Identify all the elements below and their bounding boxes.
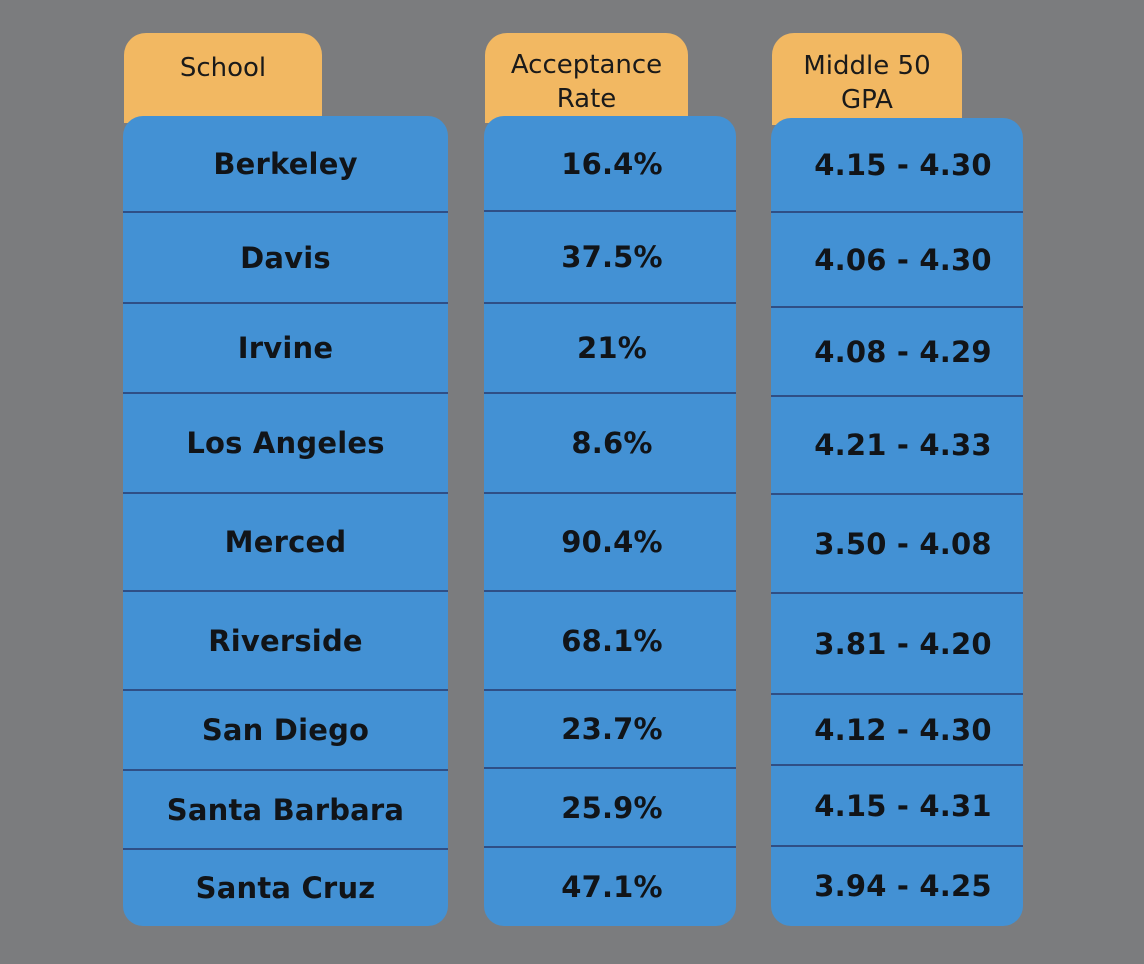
row-separator <box>484 210 736 212</box>
row-separator <box>771 845 1023 847</box>
table-cell-gpa: 4.12 - 4.30 <box>814 712 992 747</box>
row-separator <box>771 764 1023 766</box>
row-separator <box>484 767 736 769</box>
row-separator <box>771 306 1023 308</box>
row-separator <box>484 590 736 592</box>
row-separator <box>484 302 736 304</box>
header-school: School <box>124 33 322 123</box>
header-acceptance-line2: Rate <box>556 84 617 114</box>
table-cell-acceptance-rate: 8.6% <box>571 426 653 460</box>
table-cell-school: Davis <box>240 240 331 275</box>
column-school: Berkeley Davis Irvine Los Angeles Merced Rive… <box>123 116 448 926</box>
table-cell-gpa: 3.94 - 4.25 <box>814 869 992 903</box>
table-cell-gpa: 4.08 - 4.29 <box>814 334 992 369</box>
table-cell-gpa: 4.21 - 4.33 <box>814 428 992 462</box>
table-cell-gpa: 4.06 - 4.30 <box>814 242 992 277</box>
row-separator <box>123 590 448 592</box>
column-middle-50-gpa: 4.15 - 4.30 4.06 - 4.30 4.08 - 4.29 4.21 - … <box>771 118 1023 926</box>
row-separator <box>123 769 448 771</box>
row-separator <box>484 846 736 848</box>
table-cell-acceptance-rate: 37.5% <box>561 240 663 274</box>
table-cell-acceptance-rate: 47.1% <box>561 869 663 904</box>
table-cell-gpa: 3.81 - 4.20 <box>814 626 992 661</box>
table-cell-school: Irvine <box>237 331 334 365</box>
table-cell-school: Los Angeles <box>186 426 385 460</box>
header-school-label: School <box>179 53 267 83</box>
row-separator <box>484 689 736 691</box>
table-cell-school: San Diego <box>201 713 370 747</box>
row-separator <box>771 211 1023 213</box>
header-acceptance-line1: Acceptance <box>510 50 663 80</box>
header-acceptance-rate: Acceptance Rate <box>485 33 688 123</box>
table-cell-gpa: 3.50 - 4.08 <box>814 526 992 561</box>
row-separator <box>771 693 1023 695</box>
table-cell-acceptance-rate: 21% <box>576 331 647 365</box>
row-separator <box>123 492 448 494</box>
row-separator <box>771 395 1023 397</box>
table-cell-acceptance-rate: 68.1% <box>561 623 663 658</box>
column-acceptance-rate: 16.4% 37.5% 21% 8.6% 90.4% 68.1% 23.7% 25.9% 47.… <box>484 116 736 926</box>
row-separator <box>123 302 448 304</box>
table-cell-school: Riverside <box>208 623 363 658</box>
row-separator <box>123 211 448 213</box>
row-separator <box>123 392 448 394</box>
table-cell-gpa: 4.15 - 4.30 <box>814 148 992 182</box>
header-middle-50-gpa: Middle 50 GPA <box>772 33 962 125</box>
table-cell-school: Santa Cruz <box>195 870 376 905</box>
header-gpa-line1: Middle 50 <box>803 51 931 81</box>
row-separator <box>771 493 1023 495</box>
table-cell-school: Santa Barbara <box>166 792 405 827</box>
row-separator <box>484 392 736 394</box>
table-cell-acceptance-rate: 90.4% <box>561 525 663 559</box>
row-separator <box>123 848 448 850</box>
table-cell-acceptance-rate: 25.9% <box>561 790 663 825</box>
table-cell-school: Berkeley <box>213 147 358 181</box>
row-separator <box>771 592 1023 594</box>
table-cell-gpa: 4.15 - 4.31 <box>814 788 992 823</box>
header-gpa-line2: GPA <box>841 85 893 115</box>
row-separator <box>123 689 448 691</box>
row-separator <box>484 492 736 494</box>
table-cell-acceptance-rate: 23.7% <box>561 712 663 746</box>
table-cell-acceptance-rate: 16.4% <box>561 146 663 181</box>
table-cell-school: Merced <box>224 525 347 559</box>
